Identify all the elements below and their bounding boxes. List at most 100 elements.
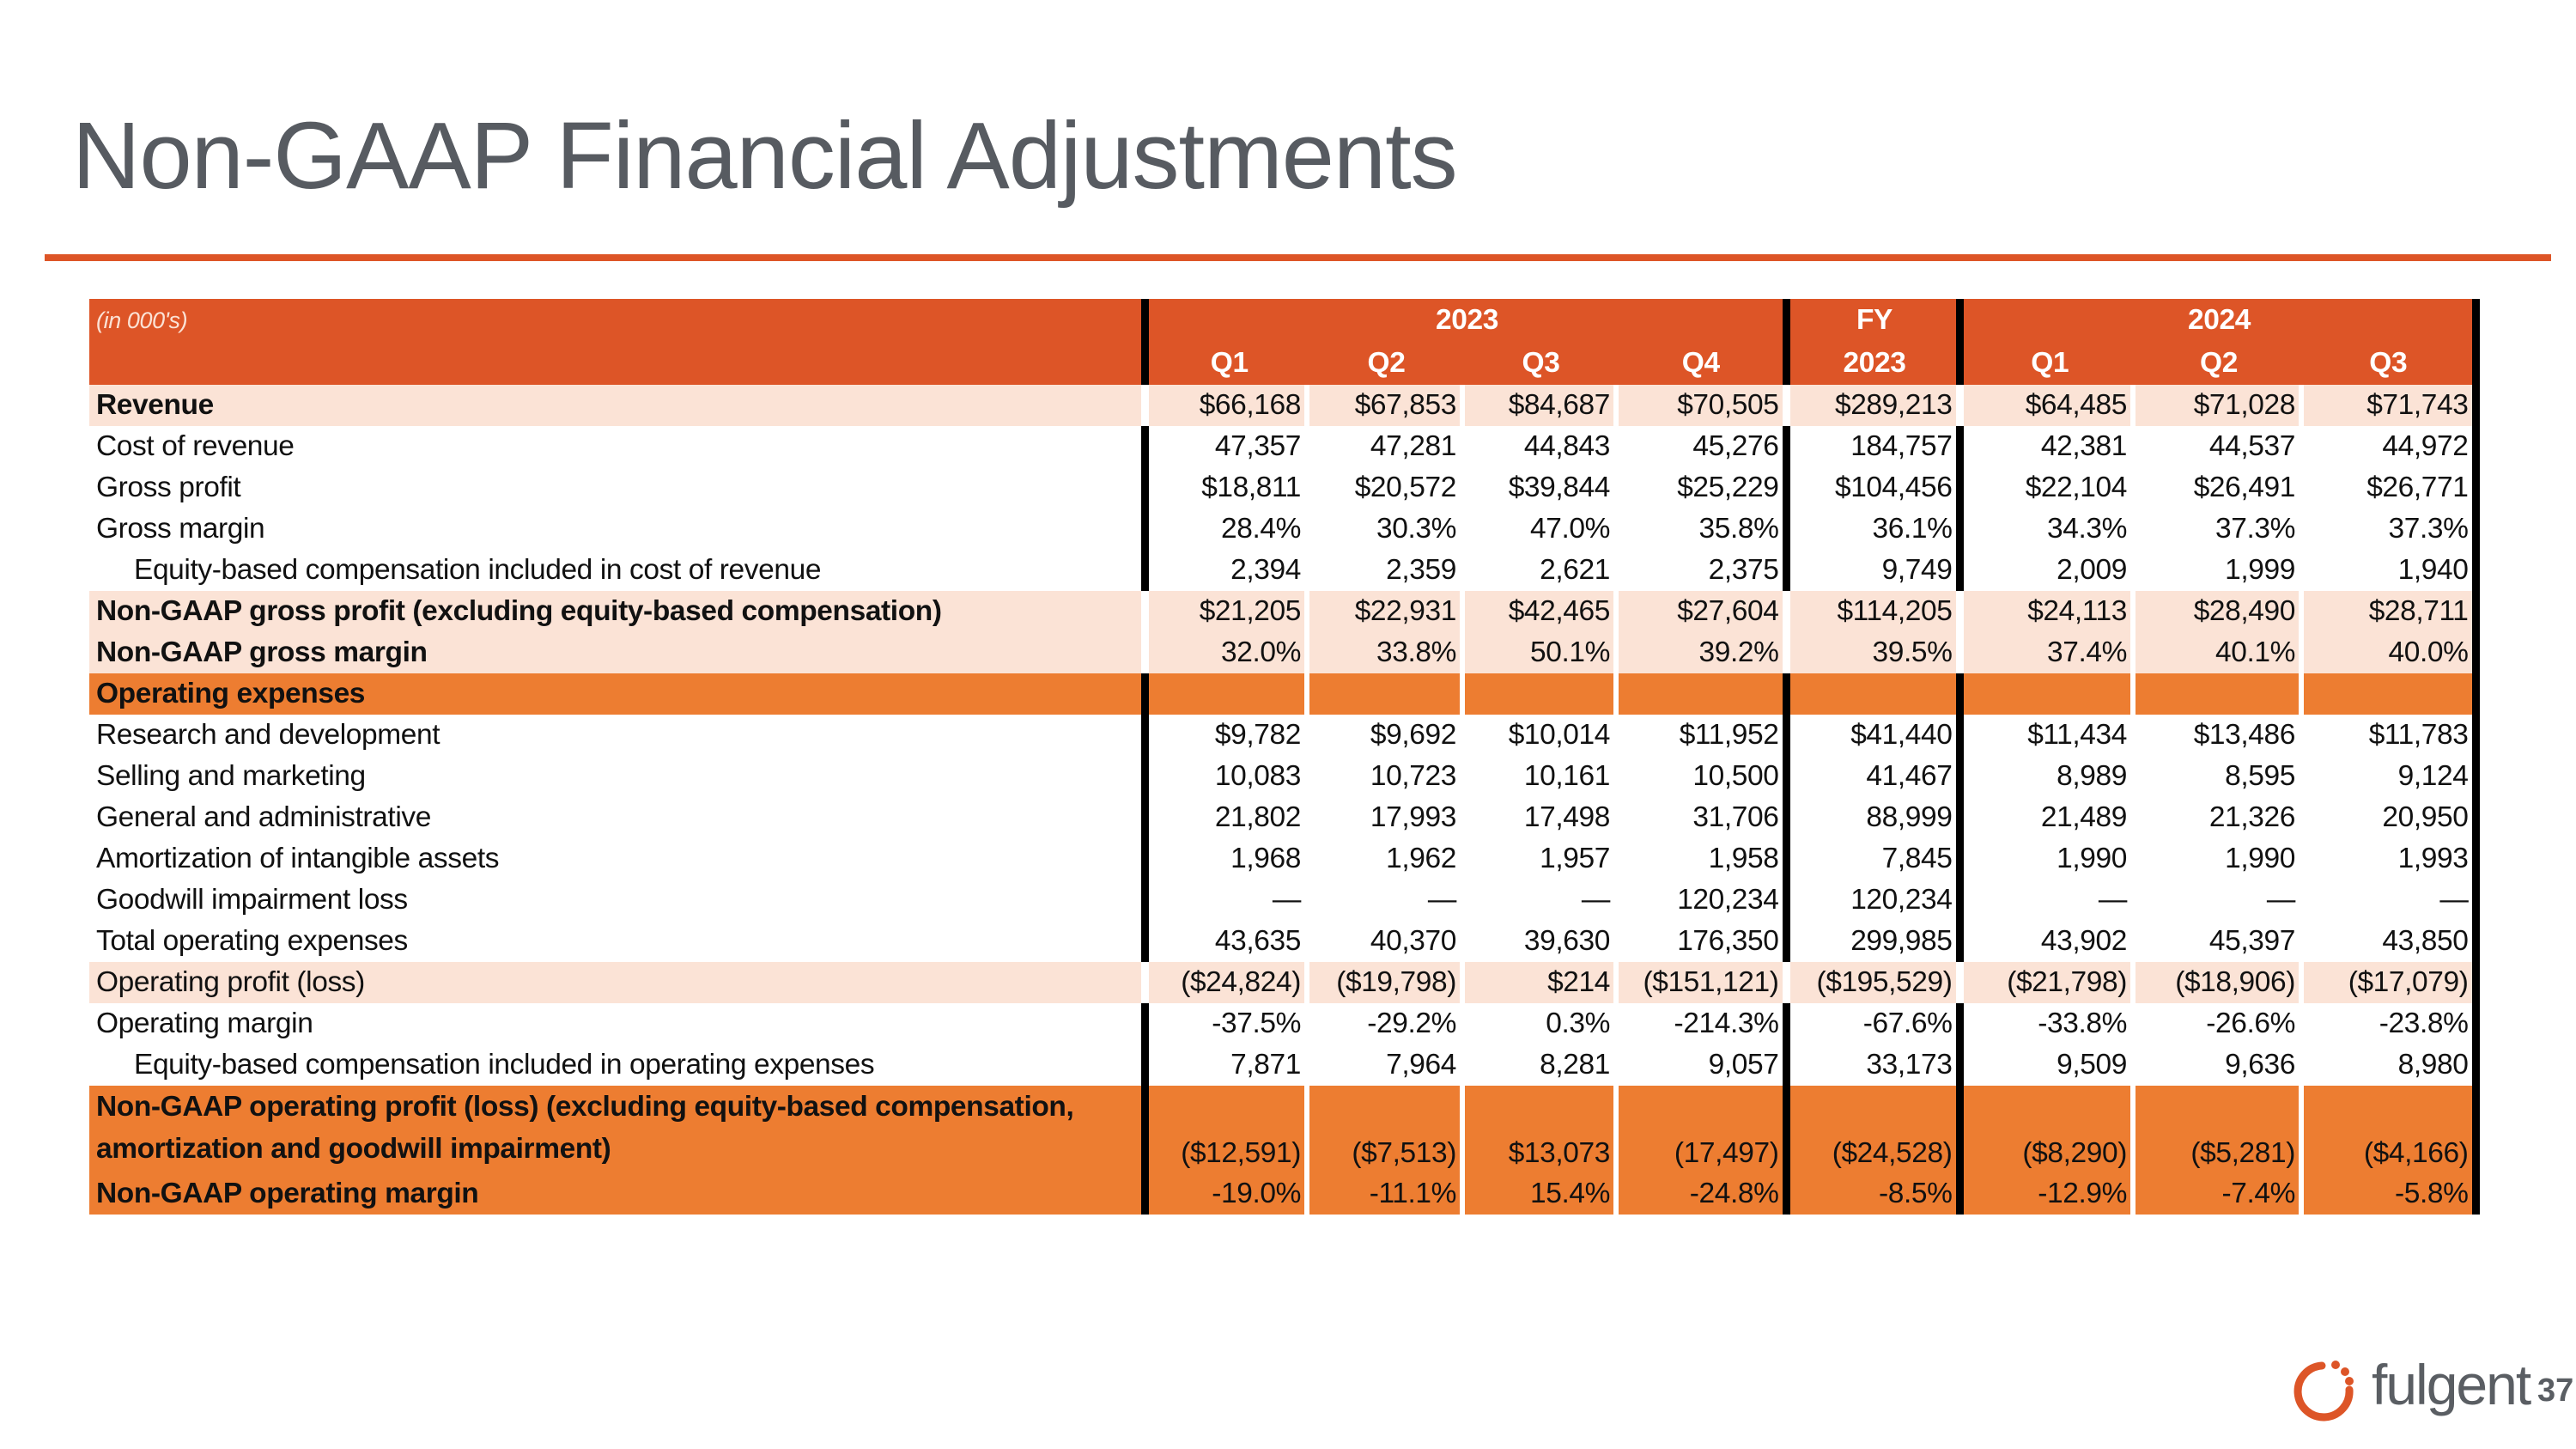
table-cell: 1,990: [2130, 838, 2301, 880]
table-cell: 15.4%: [1460, 1173, 1616, 1215]
table-cell: 32.0%: [1140, 632, 1307, 673]
table-cell: $22,104: [1955, 467, 2133, 508]
table-row: Operating profit (loss) ($24,824) ($19,798…: [89, 962, 2480, 1003]
row-label: Goodwill impairment loss: [96, 884, 408, 916]
table-cell: 0.3%: [1460, 1003, 1616, 1044]
row-label: Revenue: [89, 385, 1145, 426]
table-cell: -7.4%: [2130, 1173, 2301, 1215]
table-cell: 47.0%: [1460, 508, 1616, 550]
financial-table: (in 000's) 2023 FY 2024 Q1 Q2 Q3 Q4 2023…: [89, 299, 2480, 1215]
table-cell: (17,497): [1613, 1086, 1786, 1173]
table-row: Amortization of intangible assets 1,968 1,…: [89, 838, 2480, 880]
table-cell: ($24,528): [1782, 1086, 1959, 1173]
table-cell: 120,234: [1782, 880, 1959, 921]
table-cell: -24.8%: [1613, 1173, 1786, 1215]
table-cell: 40,370: [1304, 921, 1462, 962]
row-label: Equity-based compensation included in co…: [134, 554, 822, 586]
table-row: Revenue $66,168 $67,853 $84,687 $70,505 $289,…: [89, 385, 2480, 426]
group-2023: 2023: [1140, 299, 1786, 342]
column-header: Q3: [2301, 342, 2480, 385]
table-cell: 45,397: [2130, 921, 2301, 962]
table-row: Total operating expenses 43,635 40,370 39,6…: [89, 921, 2480, 962]
table-cell: 2,359: [1304, 550, 1462, 591]
table-cell: 33.8%: [1304, 632, 1462, 673]
table-cell: 10,500: [1613, 756, 1786, 797]
table-row: Research and development $9,782 $9,692 $10,…: [89, 715, 2480, 756]
table-cell: 7,964: [1304, 1044, 1462, 1086]
title-divider: [45, 254, 2551, 261]
table-cell: 35.8%: [1613, 508, 1786, 550]
table-cell: -29.2%: [1304, 1003, 1462, 1044]
table-cell: 2,394: [1140, 550, 1307, 591]
table-cell: $26,491: [2130, 467, 2301, 508]
table-cell: $289,213: [1782, 385, 1959, 426]
table-cell: ($12,591): [1140, 1086, 1307, 1173]
row-label: Operating expenses: [89, 673, 1145, 715]
group-fy: FY: [1782, 299, 1959, 342]
table-cell: 1,940: [2299, 550, 2480, 591]
table-cell: —: [2130, 880, 2301, 921]
units-label: (in 000's): [89, 299, 1145, 385]
table-cell: 28.4%: [1140, 508, 1307, 550]
table-cell: $214: [1460, 962, 1616, 1003]
table-cell: $11,783: [2299, 715, 2480, 756]
table-cell: 34.3%: [1955, 508, 2133, 550]
table-cell: $9,782: [1140, 715, 1307, 756]
row-label: Operating margin: [96, 1008, 313, 1039]
table-cell: 10,723: [1304, 756, 1462, 797]
table-cell: 45,276: [1613, 426, 1786, 467]
table-cell: $28,711: [2299, 591, 2480, 632]
row-label: Non-GAAP gross profit (excluding equity-…: [89, 591, 1145, 632]
table-cell: 1,993: [2299, 838, 2480, 880]
row-label: Total operating expenses: [96, 925, 408, 957]
table-cell: 7,871: [1140, 1044, 1307, 1086]
table-cell: $67,853: [1304, 385, 1462, 426]
table-cell: -23.8%: [2299, 1003, 2480, 1044]
table-row: Non-GAAP operating profit (loss) (exclud…: [89, 1086, 2480, 1173]
group-2024: 2024: [1955, 299, 2480, 342]
table-cell: $10,014: [1460, 715, 1616, 756]
table-row: Gross margin 28.4% 30.3% 47.0% 35.8% 36.1% 34.…: [89, 508, 2480, 550]
table-cell: ($151,121): [1613, 962, 1786, 1003]
table-cell: 41,467: [1782, 756, 1959, 797]
table-cell: 39.5%: [1782, 632, 1959, 673]
table-cell: 37.4%: [1955, 632, 2133, 673]
table-cell: 44,843: [1460, 426, 1616, 467]
table-cell: -11.1%: [1304, 1173, 1462, 1215]
table-cell: [1460, 673, 1616, 715]
table-cell: [1140, 673, 1307, 715]
table-cell: 1,958: [1613, 838, 1786, 880]
table-cell: $114,205: [1782, 591, 1959, 632]
row-label: Research and development: [96, 719, 440, 751]
logo-text: fulgent: [2372, 1353, 2531, 1416]
table-cell: 31,706: [1613, 797, 1786, 838]
table-cell: -37.5%: [1140, 1003, 1307, 1044]
table-cell: 8,281: [1460, 1044, 1616, 1086]
table-cell: ($19,798): [1304, 962, 1462, 1003]
row-label: Operating profit (loss): [89, 962, 1145, 1003]
table-cell: 39.2%: [1613, 632, 1786, 673]
table-row: General and administrative 21,802 17,993 17…: [89, 797, 2480, 838]
table-cell: 20,950: [2299, 797, 2480, 838]
table-cell: 8,595: [2130, 756, 2301, 797]
table-cell: $18,811: [1140, 467, 1307, 508]
table-cell: 47,357: [1140, 426, 1307, 467]
table-cell: 299,985: [1782, 921, 1959, 962]
row-label: General and administrative: [96, 801, 431, 833]
table-cell: 17,498: [1460, 797, 1616, 838]
table-cell: $66,168: [1140, 385, 1307, 426]
table-cell: [2130, 673, 2301, 715]
row-label: Non-GAAP operating margin: [89, 1173, 1145, 1215]
table-cell: 1,957: [1460, 838, 1616, 880]
table-cell: 37.3%: [2299, 508, 2480, 550]
table-cell: $20,572: [1304, 467, 1462, 508]
table-row: Gross profit $18,811 $20,572 $39,844 $25,229…: [89, 467, 2480, 508]
table-cell: —: [1460, 880, 1616, 921]
table-cell: $27,604: [1613, 591, 1786, 632]
table-cell: ($5,281): [2130, 1086, 2301, 1173]
table-cell: 21,326: [2130, 797, 2301, 838]
table-row: Cost of revenue 47,357 47,281 44,843 45,276 1…: [89, 426, 2480, 467]
table-row: Goodwill impairment loss — — —120,234 120,23…: [89, 880, 2480, 921]
table-cell: —: [1304, 880, 1462, 921]
header-row-groups: (in 000's) 2023 FY 2024: [89, 299, 2480, 385]
